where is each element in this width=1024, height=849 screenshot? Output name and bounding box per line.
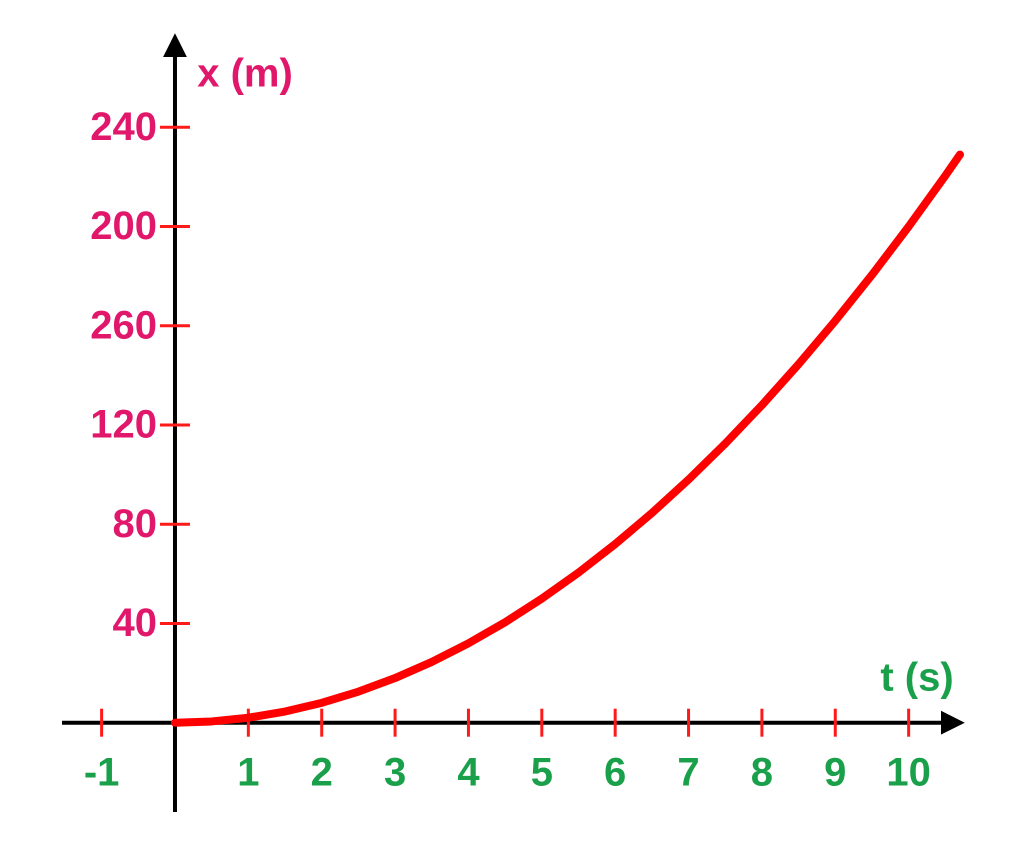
x-tick-label: 9 bbox=[824, 750, 846, 794]
y-tick-label: 40 bbox=[112, 601, 157, 645]
x-tick-label: 2 bbox=[311, 750, 333, 794]
x-axis-label: t (s) bbox=[880, 656, 953, 700]
y-tick-label: 260 bbox=[90, 303, 157, 347]
x-tick-label: 10 bbox=[886, 750, 931, 794]
y-axis-label: x (m) bbox=[197, 52, 293, 96]
x-tick-label: -1 bbox=[84, 750, 120, 794]
y-tick-label: 80 bbox=[112, 502, 157, 546]
x-tick-label: 8 bbox=[751, 750, 773, 794]
x-tick-label: 4 bbox=[457, 750, 480, 794]
y-tick-label: 240 bbox=[90, 105, 157, 149]
x-tick-label: 7 bbox=[677, 750, 699, 794]
x-tick-label: 6 bbox=[604, 750, 626, 794]
y-tick-label: 200 bbox=[90, 204, 157, 248]
x-tick-label: 5 bbox=[531, 750, 553, 794]
data-line bbox=[170, 150, 964, 727]
y-tick-label: 120 bbox=[90, 403, 157, 447]
x-tick-label: 3 bbox=[384, 750, 406, 794]
x-tick-label: 1 bbox=[237, 750, 259, 794]
